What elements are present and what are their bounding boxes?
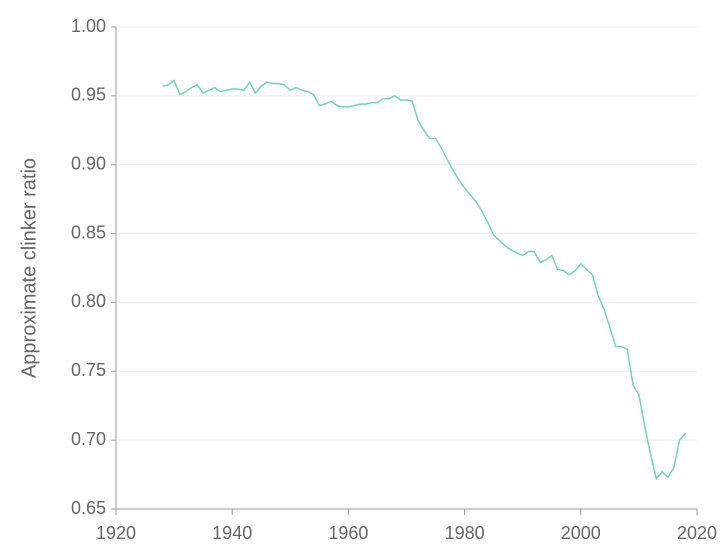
y-tick-label: 0.90 [71, 153, 106, 173]
x-tick-label: 1940 [212, 523, 252, 543]
x-tick-label: 2000 [561, 523, 601, 543]
x-tick-label: 2020 [677, 523, 717, 543]
y-tick-label: 0.70 [71, 429, 106, 449]
x-tick-label: 1960 [328, 523, 368, 543]
y-tick-label: 0.85 [71, 222, 106, 242]
x-tick-label: 1920 [96, 523, 136, 543]
y-tick-label: 1.00 [71, 16, 106, 36]
y-axis-label: Approximate clinker ratio [18, 158, 40, 378]
y-tick-label: 0.65 [71, 498, 106, 518]
y-tick-label: 0.75 [71, 360, 106, 380]
y-tick-label: 0.80 [71, 291, 106, 311]
x-tick-label: 1980 [445, 523, 485, 543]
data-line [162, 79, 686, 481]
y-tick-label: 0.95 [71, 85, 106, 105]
